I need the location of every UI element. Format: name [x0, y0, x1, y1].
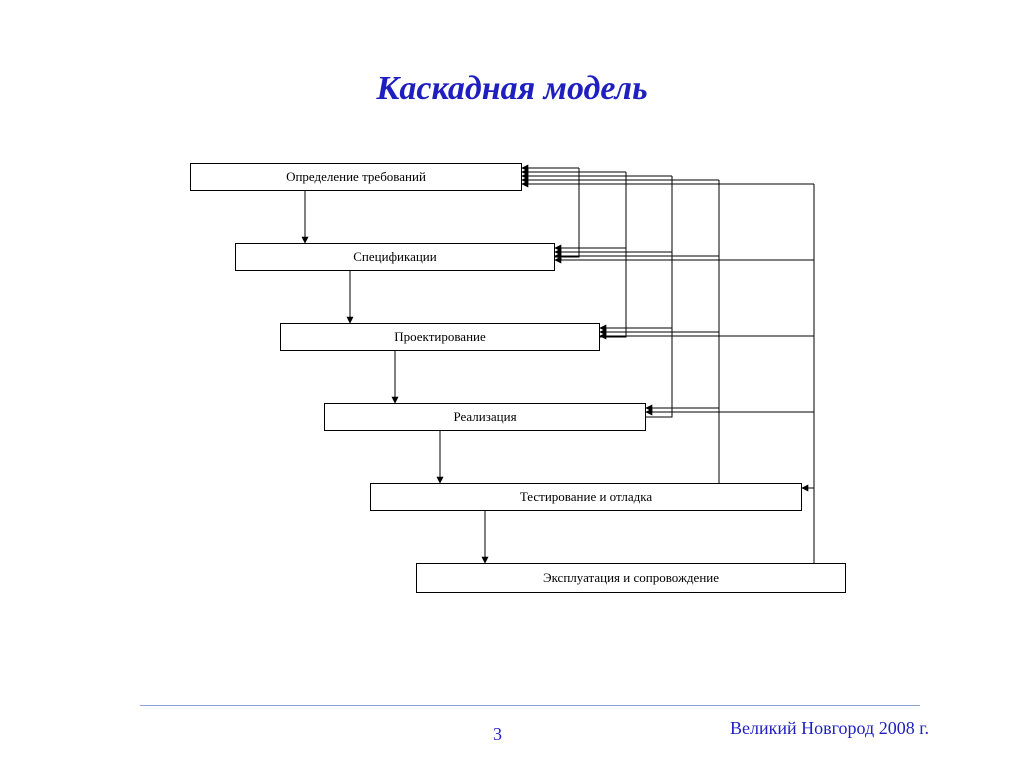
flow-node-n1: Спецификации	[235, 243, 555, 271]
flow-node-n5: Эксплуатация и сопровождение	[416, 563, 846, 593]
flow-node-n2: Проектирование	[280, 323, 600, 351]
slide-title: Каскадная модель	[0, 70, 1024, 108]
flow-node-n4: Тестирование и отладка	[370, 483, 802, 511]
diagram-edges	[0, 0, 1024, 767]
flow-node-n3: Реализация	[324, 403, 646, 431]
flow-node-n0: Определение требований	[190, 163, 522, 191]
page-number: 3	[493, 724, 502, 745]
footer-divider	[140, 705, 920, 706]
footer-location-year: Великий Новгород 2008 г.	[730, 718, 929, 739]
